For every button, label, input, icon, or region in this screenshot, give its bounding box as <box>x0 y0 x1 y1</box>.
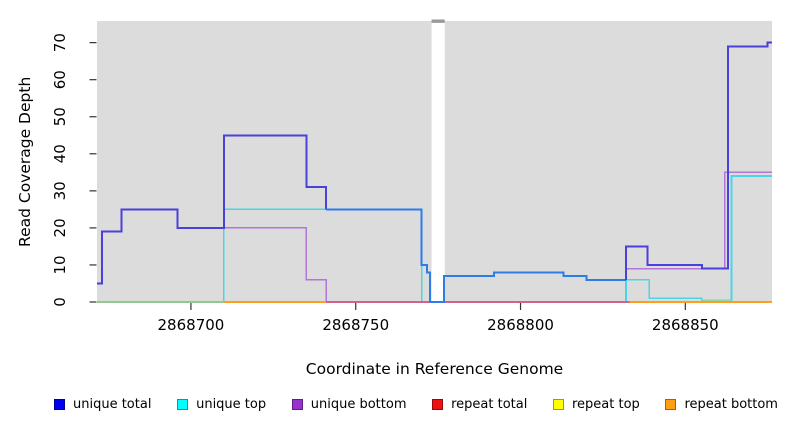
legend-item-unique-bottom: unique bottom <box>291 397 407 412</box>
y-tick-label: 40 <box>51 144 69 163</box>
unique-top-swatch <box>177 399 189 410</box>
unique-total-left <box>97 134 328 285</box>
unique-total-mid <box>326 208 626 303</box>
y-tick-label: 30 <box>51 181 69 200</box>
repeat-bottom-swatch <box>665 399 677 410</box>
coverage-gap-region <box>431 21 445 303</box>
y-tick-label: 70 <box>51 33 69 52</box>
unique-total-swatch <box>54 399 65 410</box>
legend-label: repeat total <box>451 397 528 412</box>
legend-label: repeat top <box>572 397 640 412</box>
y-tick-label: 50 <box>51 107 69 126</box>
legend-item-unique-top: unique top <box>177 397 266 412</box>
legend-item-repeat-total: repeat total <box>432 397 527 412</box>
y-axis-title: Read Coverage Depth <box>16 76 34 248</box>
legend-label: unique total <box>73 397 152 412</box>
y-tick-label: 20 <box>51 218 69 237</box>
legend-label: unique bottom <box>310 397 407 412</box>
x-tick-label: 2868800 <box>487 316 554 334</box>
x-tick-label: 2868700 <box>158 316 225 334</box>
unique-bottom-swatch <box>291 399 303 410</box>
y-tick-label: 0 <box>51 297 69 307</box>
y-tick-label: 60 <box>51 70 69 89</box>
x-axis-title: Coordinate in Reference Genome <box>305 360 564 378</box>
x-tick-label: 2868850 <box>652 316 719 334</box>
repeat-top-swatch <box>553 399 564 410</box>
y-tick-label: 10 <box>51 255 69 274</box>
unique-total-right <box>625 41 772 280</box>
legend-label: unique top <box>196 397 267 412</box>
legend-item-unique-total: unique total <box>54 397 151 412</box>
x-tick-label: 2868750 <box>322 316 389 334</box>
legend: unique total unique top unique bottom repea… <box>0 397 792 412</box>
repeat-total-swatch <box>432 399 444 410</box>
legend-label: repeat bottom <box>684 397 778 412</box>
gap-top-cap <box>431 19 445 23</box>
legend-item-repeat-bottom: repeat bottom <box>665 397 778 412</box>
legend-item-repeat-top: repeat top <box>553 397 640 412</box>
